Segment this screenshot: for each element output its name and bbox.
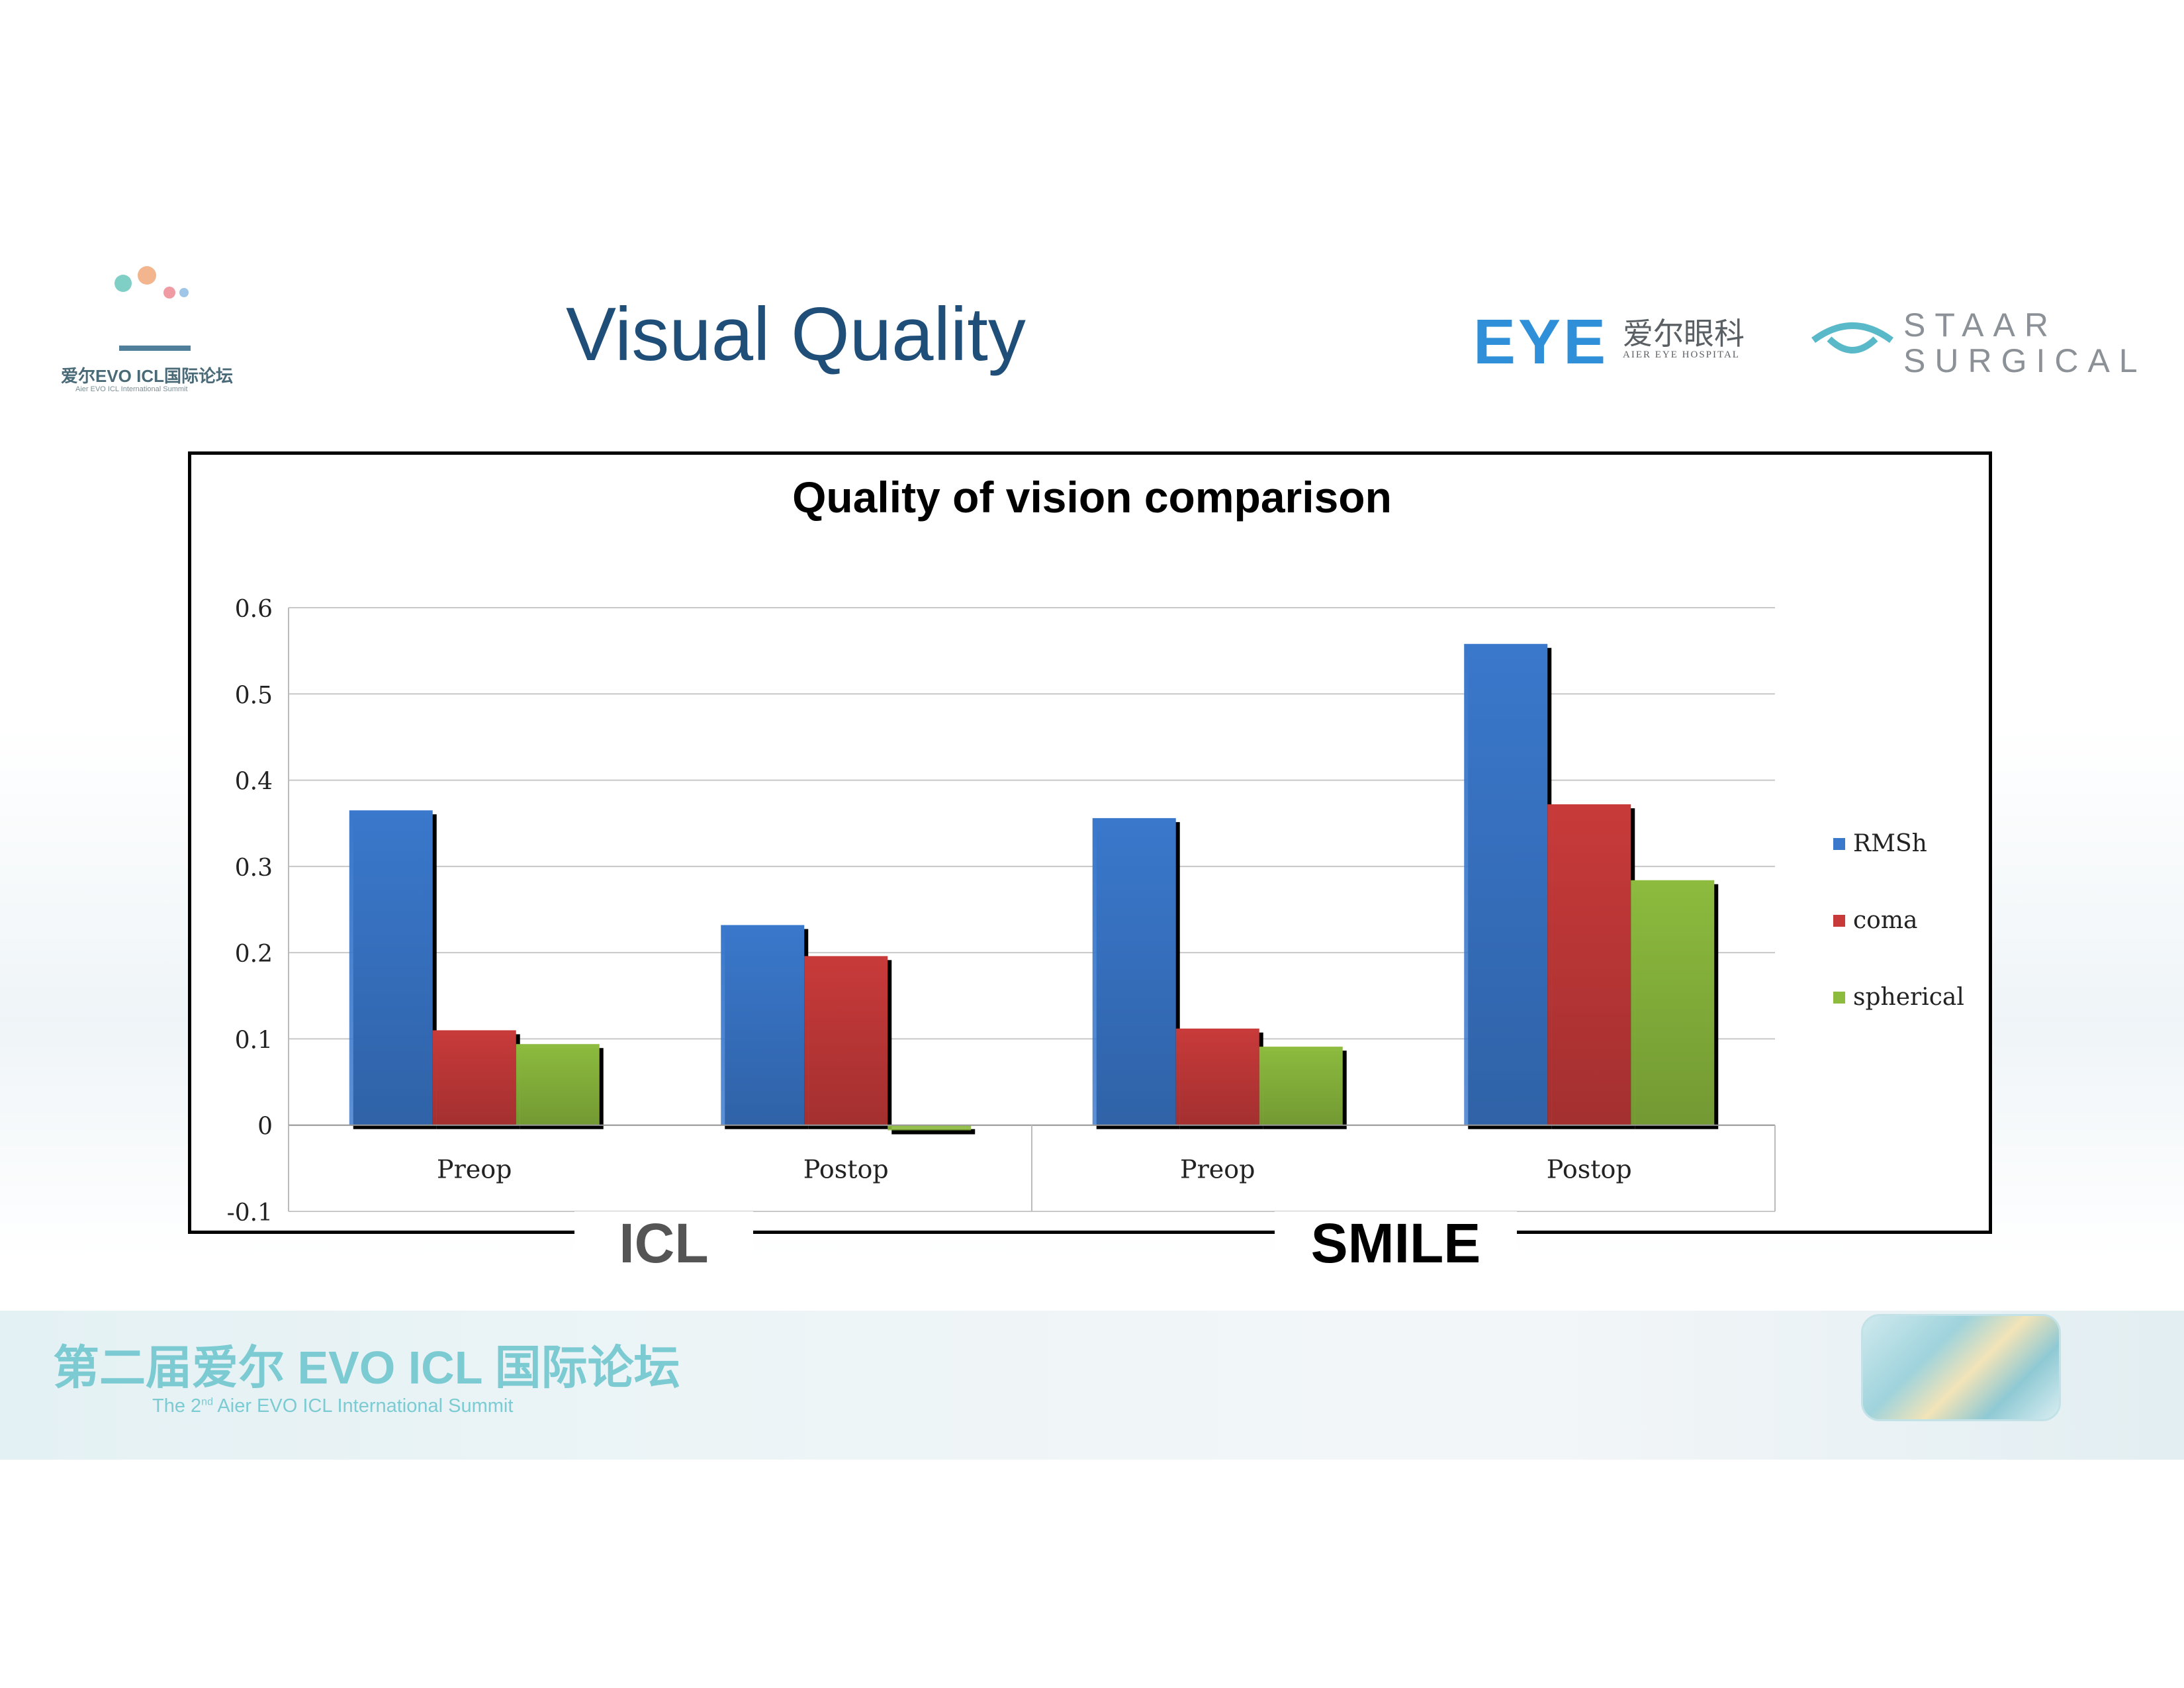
bar-rmsh-3 [1464, 643, 1548, 1125]
crystal-lens-image [1861, 1314, 2061, 1421]
footer-subtitle: The 2nd Aier EVO ICL International Summi… [152, 1395, 513, 1417]
bar-spherical-2 [1259, 1047, 1343, 1125]
summit-logo-icon [114, 266, 191, 351]
group-label-icl: ICL [574, 1211, 753, 1276]
y-tick-label: 0.6 [235, 596, 273, 623]
bar-coma-2 [1175, 1028, 1259, 1125]
y-tick-label: 0.4 [235, 769, 273, 796]
bar-chart: Quality of vision comparison 0.6 0.5 0.4 0.… [227, 473, 1964, 1227]
legend-swatch-coma [1833, 915, 1845, 927]
chart-title: Quality of vision comparison [792, 473, 1392, 522]
legend-swatch-rmsh [1833, 838, 1845, 850]
summit-logo-text: 爱尔EVO ICL国际论坛 [61, 366, 234, 386]
bar-shadow [891, 1129, 976, 1135]
y-tick-label: 0.3 [235, 855, 273, 882]
bar-coma-3 [1547, 804, 1631, 1125]
staar-logo-line1: STAAR [1903, 306, 2058, 344]
legend-swatch-spherical [1833, 992, 1845, 1004]
y-tick-label: 0.5 [235, 682, 273, 709]
legend-label-rmsh: RMSh [1853, 830, 1927, 857]
group-label-smile: SMILE [1275, 1211, 1517, 1276]
staar-logo-line2: SURGICAL [1903, 342, 2147, 379]
bar-spherical-0 [516, 1044, 600, 1125]
x-tick-label: Preop [437, 1155, 512, 1184]
bar-coma-0 [432, 1030, 516, 1125]
y-tick-label: -0.1 [227, 1199, 273, 1227]
footer-title-cn: 第二届爱尔 EVO ICL 国际论坛 [53, 1342, 680, 1393]
legend-label-coma: coma [1853, 907, 1917, 934]
staar-eye-icon [1811, 322, 1893, 353]
x-tick-label: Preop [1180, 1155, 1255, 1184]
bar-spherical-1 [887, 1125, 972, 1131]
legend-label-spherical: spherical [1853, 984, 1964, 1011]
footer-subtitle-prefix: The 2 [152, 1395, 202, 1417]
footer-subtitle-rest: Aier EVO ICL International Summit [212, 1395, 514, 1417]
page-title: Visual Quality [566, 293, 1026, 377]
bar-coma-1 [804, 956, 888, 1125]
y-tick-label: 0.2 [235, 941, 273, 968]
y-tick-label: 0.1 [235, 1027, 273, 1054]
bar-rmsh-0 [349, 810, 433, 1125]
aier-logo-en: AIER EYE HOSPITAL [1623, 350, 1740, 360]
summit-logo-subtext: Aier EVO ICL International Summit [75, 385, 188, 393]
x-tick-label: Postop [1547, 1155, 1632, 1184]
footer-band [0, 1311, 2184, 1460]
x-tick-label: Postop [803, 1155, 889, 1184]
aier-logo-word: EYE [1473, 306, 1609, 377]
y-tick-label: 0 [257, 1113, 273, 1141]
bar-rmsh-2 [1092, 818, 1176, 1125]
bar-rmsh-1 [721, 925, 805, 1125]
footer-subtitle-sup: nd [201, 1396, 213, 1408]
bar-spherical-3 [1631, 880, 1715, 1125]
aier-logo-cn: 爱尔眼科 [1623, 316, 1745, 352]
